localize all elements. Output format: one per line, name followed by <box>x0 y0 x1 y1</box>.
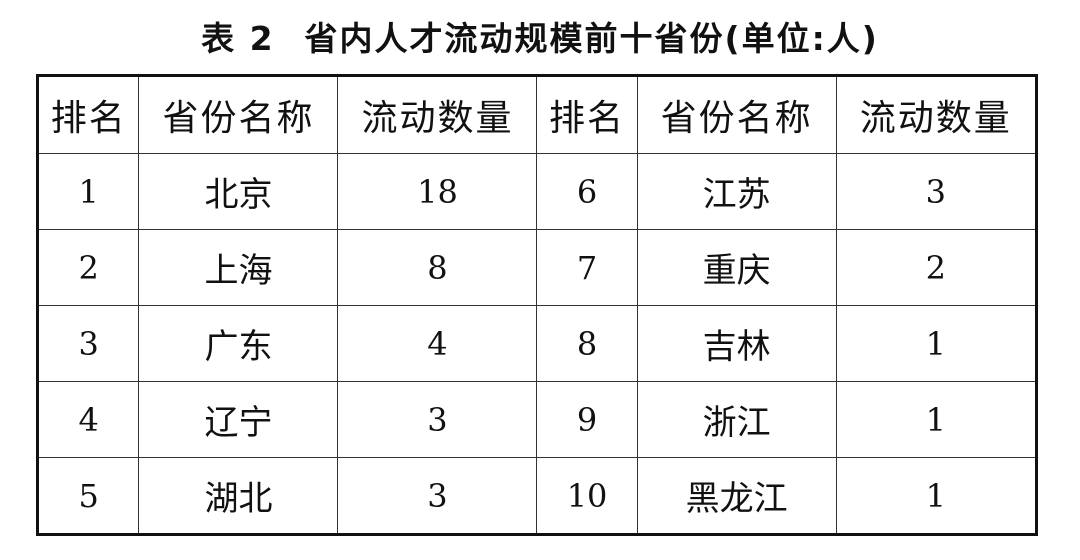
rank-cell: 6 <box>536 153 638 230</box>
table-number: 表 2 <box>201 19 275 58</box>
table-row: 5 湖北 3 10 黑龙江 1 <box>36 457 1038 535</box>
rank-cell: 9 <box>536 381 638 458</box>
count-cell: 3 <box>835 153 1038 230</box>
province-cell: 广东 <box>138 305 339 382</box>
rank-cell: 7 <box>536 229 638 306</box>
table-caption: 省内人才流动规模前十省份(单位:人) <box>304 19 879 58</box>
header-count: 流动数量 <box>835 75 1038 154</box>
table-row: 1 北京 18 6 江苏 3 <box>36 153 1038 230</box>
count-cell: 2 <box>835 229 1038 306</box>
count-cell: 8 <box>337 229 538 306</box>
table-row: 2 上海 8 7 重庆 2 <box>36 229 1038 306</box>
rank-cell: 1 <box>36 153 140 230</box>
rank-cell: 4 <box>36 381 140 458</box>
rank-cell: 2 <box>36 229 140 306</box>
count-cell: 18 <box>337 153 538 230</box>
province-cell: 浙江 <box>636 381 837 458</box>
count-cell: 1 <box>835 305 1038 382</box>
header-row: 排名 省份名称 流动数量 排名 省份名称 流动数量 <box>36 75 1038 154</box>
ranking-table: 排名 省份名称 流动数量 排名 省份名称 流动数量 1 北京 18 6 江苏 3 2 上海 8 7… <box>36 74 1038 536</box>
count-cell: 1 <box>835 381 1038 458</box>
province-cell: 江苏 <box>636 153 837 230</box>
province-cell: 北京 <box>138 153 339 230</box>
count-cell: 3 <box>337 381 538 458</box>
rank-cell: 3 <box>36 305 140 382</box>
table-row: 3 广东 4 8 吉林 1 <box>36 305 1038 382</box>
count-cell: 1 <box>835 457 1038 535</box>
count-cell: 3 <box>337 457 538 535</box>
header-count: 流动数量 <box>337 75 538 154</box>
header-rank: 排名 <box>36 75 140 154</box>
table-row: 4 辽宁 3 9 浙江 1 <box>36 381 1038 458</box>
rank-cell: 5 <box>36 457 140 535</box>
province-cell: 吉林 <box>636 305 837 382</box>
province-cell: 黑龙江 <box>636 457 837 535</box>
province-cell: 上海 <box>138 229 339 306</box>
header-rank: 排名 <box>536 75 638 154</box>
rank-cell: 10 <box>536 457 638 535</box>
province-cell: 重庆 <box>636 229 837 306</box>
header-province: 省份名称 <box>636 75 837 154</box>
count-cell: 4 <box>337 305 538 382</box>
header-province: 省份名称 <box>138 75 339 154</box>
province-cell: 辽宁 <box>138 381 339 458</box>
rank-cell: 8 <box>536 305 638 382</box>
province-cell: 湖北 <box>138 457 339 535</box>
table-title: 表 2 省内人才流动规模前十省份(单位:人) <box>0 12 1080 60</box>
